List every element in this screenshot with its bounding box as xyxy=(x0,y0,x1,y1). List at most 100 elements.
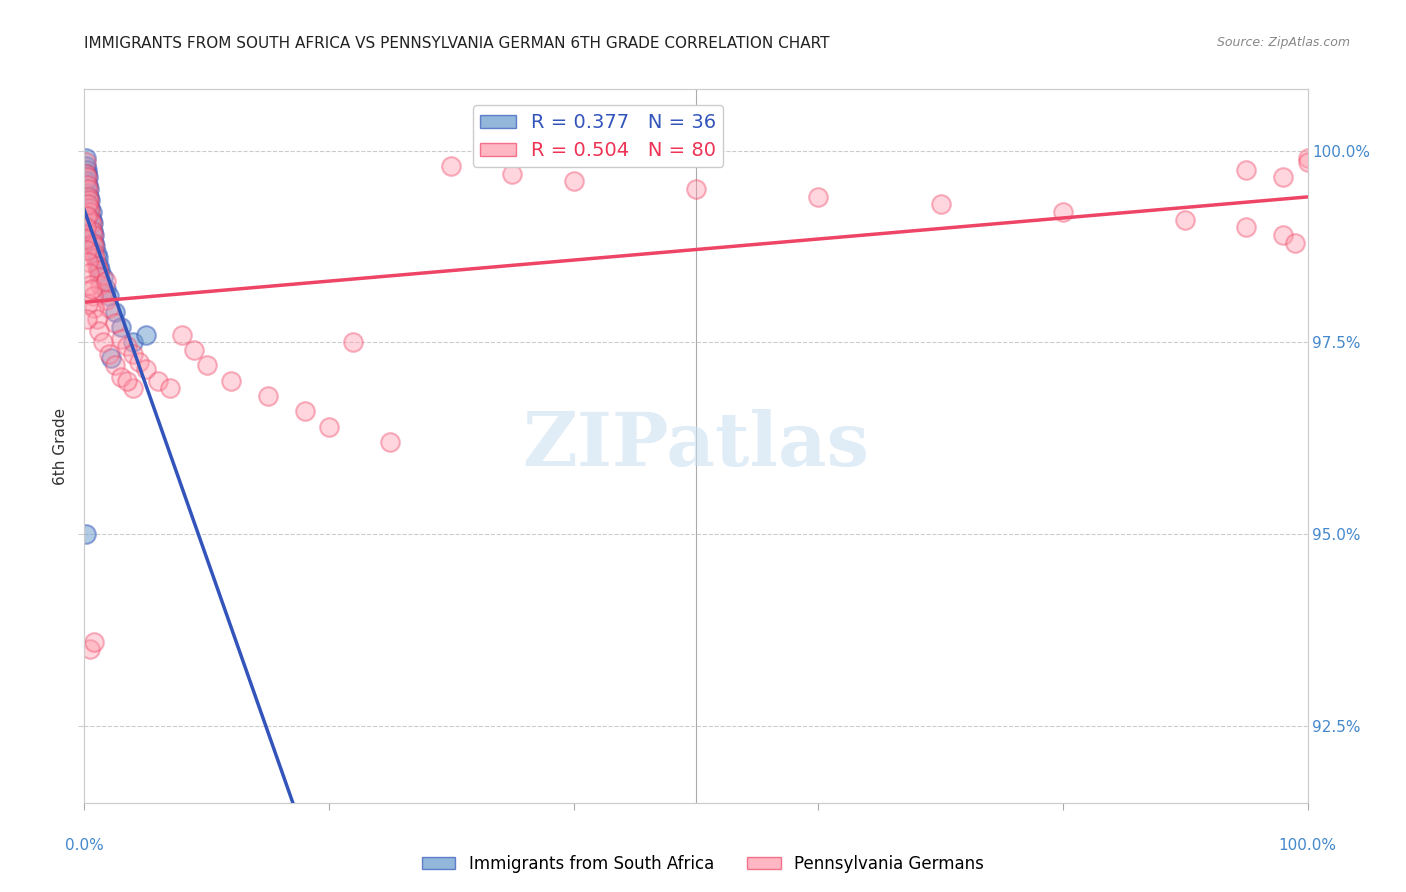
Point xyxy=(97,347,120,361)
Point xyxy=(104,316,127,330)
Point xyxy=(76,167,98,181)
Point xyxy=(318,419,340,434)
Point xyxy=(1284,235,1306,250)
Point xyxy=(79,212,101,227)
Point xyxy=(75,220,97,235)
Point xyxy=(135,327,157,342)
Point xyxy=(146,374,169,388)
Point xyxy=(77,189,100,203)
Point xyxy=(110,320,132,334)
Text: Source: ZipAtlas.com: Source: ZipAtlas.com xyxy=(1216,36,1350,49)
Point xyxy=(77,266,100,280)
Point xyxy=(96,282,118,296)
Point xyxy=(86,312,108,326)
Point xyxy=(104,359,127,373)
Point xyxy=(82,227,104,242)
Point xyxy=(172,327,194,342)
Point xyxy=(342,335,364,350)
Point xyxy=(77,255,100,269)
Point xyxy=(80,282,103,296)
Point xyxy=(79,205,101,219)
Point xyxy=(1296,151,1319,165)
Point xyxy=(97,289,120,303)
Point xyxy=(84,239,107,253)
Point xyxy=(183,343,205,357)
Point xyxy=(929,197,952,211)
Point xyxy=(82,289,104,303)
Point xyxy=(294,404,316,418)
Text: IMMIGRANTS FROM SOUTH AFRICA VS PENNSYLVANIA GERMAN 6TH GRADE CORRELATION CHART: IMMIGRANTS FROM SOUTH AFRICA VS PENNSYLV… xyxy=(84,36,830,51)
Point xyxy=(77,197,100,211)
Point xyxy=(83,235,105,250)
Point xyxy=(110,332,132,346)
Point xyxy=(104,304,127,318)
Point xyxy=(76,170,98,185)
Text: 100.0%: 100.0% xyxy=(1278,838,1337,854)
Legend: Immigrants from South Africa, Pennsylvania Germans: Immigrants from South Africa, Pennsylvan… xyxy=(415,848,991,880)
Point xyxy=(380,435,402,450)
Point xyxy=(80,224,103,238)
Point xyxy=(77,201,100,215)
Point xyxy=(807,189,830,203)
Point xyxy=(115,339,138,353)
Point xyxy=(75,220,97,235)
Point xyxy=(96,293,118,308)
Point xyxy=(1296,155,1319,169)
Point xyxy=(86,247,108,261)
Point xyxy=(77,170,100,185)
Point xyxy=(76,209,98,223)
Point xyxy=(75,151,97,165)
Point xyxy=(75,155,97,169)
Point xyxy=(77,178,100,193)
Point xyxy=(80,205,103,219)
Point xyxy=(76,162,98,177)
Point xyxy=(76,232,98,246)
Point xyxy=(76,178,98,193)
Text: ZIPatlas: ZIPatlas xyxy=(523,409,869,483)
Point xyxy=(75,159,97,173)
Point xyxy=(1272,170,1295,185)
Point xyxy=(83,247,105,261)
Point xyxy=(122,347,145,361)
Point xyxy=(257,389,280,403)
Point xyxy=(80,212,103,227)
Point xyxy=(115,374,138,388)
Point xyxy=(79,642,101,657)
Point xyxy=(87,270,110,285)
Point xyxy=(97,301,120,315)
Point xyxy=(159,381,181,395)
Point xyxy=(219,374,242,388)
Point xyxy=(128,354,150,368)
Point xyxy=(195,359,218,373)
Point xyxy=(83,227,105,242)
Point xyxy=(685,182,707,196)
Point xyxy=(87,251,110,265)
Point xyxy=(89,262,111,277)
Point xyxy=(1236,220,1258,235)
Point xyxy=(91,270,114,285)
Point xyxy=(75,232,97,246)
Point xyxy=(89,277,111,292)
Point xyxy=(83,634,105,648)
Point xyxy=(91,335,114,350)
Point xyxy=(100,351,122,365)
Point xyxy=(1272,227,1295,242)
Point xyxy=(77,209,100,223)
Point xyxy=(75,167,97,181)
Point xyxy=(96,274,118,288)
Legend: R = 0.377   N = 36, R = 0.504   N = 80: R = 0.377 N = 36, R = 0.504 N = 80 xyxy=(472,105,723,167)
Point xyxy=(77,297,100,311)
Y-axis label: 6th Grade: 6th Grade xyxy=(53,408,69,484)
Point xyxy=(87,262,110,277)
Point xyxy=(76,312,98,326)
Point xyxy=(82,217,104,231)
Point xyxy=(440,159,463,173)
Point xyxy=(91,285,114,300)
Point xyxy=(77,189,100,203)
Point xyxy=(135,362,157,376)
Point xyxy=(110,370,132,384)
Point xyxy=(77,182,100,196)
Point xyxy=(75,186,97,200)
Point xyxy=(80,217,103,231)
Point xyxy=(502,167,524,181)
